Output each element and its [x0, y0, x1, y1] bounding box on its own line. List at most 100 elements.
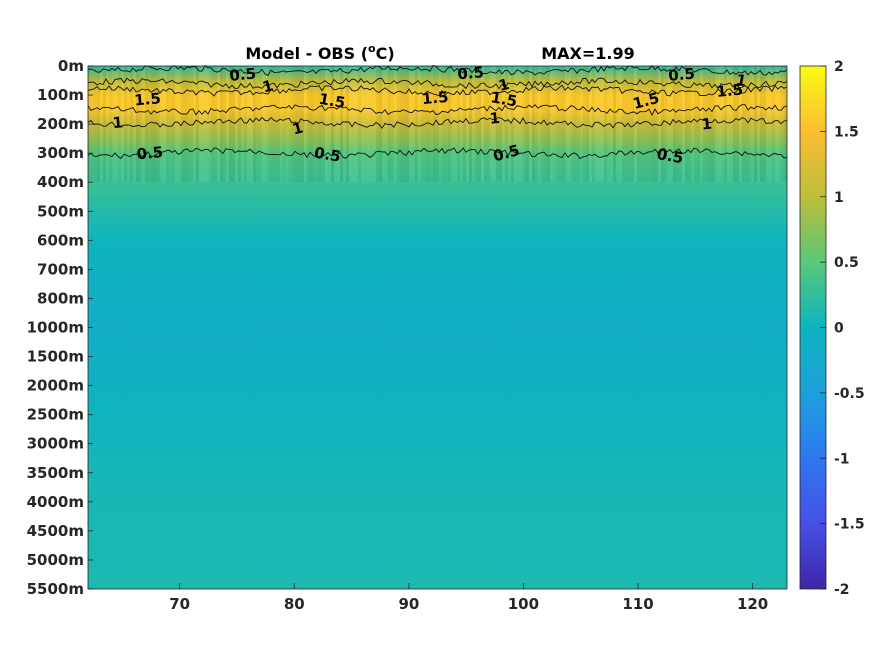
heatmap-column	[325, 66, 328, 183]
colorbar: 2 1.5 1 0.5 0 -0.5 -1 -1.5 -2	[799, 59, 865, 598]
heatmap-column	[730, 66, 733, 183]
heatmap-column	[415, 66, 418, 183]
heatmap-column	[769, 66, 772, 182]
heatmap-column	[331, 66, 334, 183]
y-tick-label: 200m	[37, 115, 84, 133]
colorbar-tick-label: -0.5	[834, 386, 865, 402]
heatmap-column	[235, 66, 238, 183]
heatmap-column	[517, 66, 520, 183]
heatmap-column	[190, 66, 193, 182]
heatmap-column	[661, 66, 664, 183]
heatmap-column	[697, 66, 700, 183]
heatmap-column	[601, 66, 604, 183]
contour-label: 0.5	[655, 145, 684, 167]
heatmap-column	[226, 66, 229, 183]
heatmap-column	[511, 66, 514, 183]
contour-labels: 0.511.5 1.51 10.5 0.50.511.5 1.510.50.5 11.51…	[112, 63, 748, 167]
x-tick-label: 100	[508, 595, 539, 613]
heatmap-column	[448, 66, 451, 183]
contour-label: 1	[112, 113, 124, 132]
heatmap-column	[490, 66, 493, 183]
heatmap-column	[262, 66, 265, 183]
colorbar-tick-label: -1.5	[834, 517, 865, 533]
heatmap-column	[436, 66, 439, 183]
heatmap-column	[139, 66, 142, 182]
contour-label: 1	[290, 118, 305, 138]
heatmap-column	[160, 66, 163, 183]
heatmap-column	[508, 66, 511, 183]
heatmap-column	[736, 66, 739, 183]
contour-label: 1.5	[489, 88, 518, 110]
heatmap-column	[496, 66, 499, 183]
y-tick-label: 5000m	[27, 551, 84, 569]
heatmap-column	[499, 66, 502, 183]
heatmap-column	[184, 66, 187, 183]
heatmap-column	[223, 66, 226, 182]
title-superscript: o	[368, 42, 376, 55]
heatmap-field	[88, 66, 787, 589]
y-tick-label: 1500m	[27, 348, 84, 366]
heatmap-column	[763, 66, 766, 183]
y-axis-ticks: 0m 100m 200m 300m 400m 500m 600m 700m 800m 1000m 1…	[27, 57, 93, 598]
contour-line	[87, 104, 788, 116]
heatmap-column	[652, 66, 655, 183]
heatmap-column	[433, 66, 436, 183]
heatmap-column	[784, 66, 787, 183]
contour-line	[87, 84, 788, 97]
heatmap-column	[355, 66, 358, 183]
contour-line	[87, 147, 788, 160]
x-tick-label: 90	[398, 595, 419, 613]
heatmap-column	[523, 66, 526, 182]
heatmap-column	[103, 66, 106, 183]
heatmap-column	[739, 66, 742, 183]
heatmap-column	[589, 66, 592, 183]
heatmap-column	[115, 66, 118, 183]
heatmap-column	[403, 66, 406, 183]
heatmap-column	[772, 66, 775, 182]
heatmap-column	[256, 66, 259, 182]
y-tick-label: 800m	[37, 289, 84, 307]
heatmap-column	[295, 66, 298, 183]
y-tick-label: 4000m	[27, 493, 84, 511]
heatmap-column	[343, 66, 346, 183]
heatmap-column	[205, 66, 208, 183]
contour-label: 1.5	[317, 90, 346, 112]
heatmap-column	[478, 66, 481, 183]
heatmap-column	[454, 66, 457, 182]
heatmap-column	[604, 66, 607, 182]
x-tick-label: 110	[622, 595, 653, 613]
heatmap-column	[277, 66, 280, 182]
heatmap-column	[766, 66, 769, 183]
heatmap-column	[301, 66, 304, 183]
heatmap-column	[175, 66, 178, 183]
contour-label: 0.5	[229, 65, 257, 85]
heatmap-column	[703, 66, 706, 183]
heatmap-column	[778, 66, 781, 182]
contour-line	[87, 77, 788, 90]
heatmap-column	[664, 66, 667, 182]
colorbar-ticks: 2 1.5 1 0.5 0 -0.5 -1 -1.5 -2	[820, 59, 865, 598]
heatmap-column	[202, 66, 205, 183]
heatmap-column	[250, 66, 253, 183]
heatmap-column	[271, 66, 274, 183]
heatmap-column	[526, 66, 529, 183]
x-axis-ticks: 70 80 90 100 110 120	[169, 583, 768, 613]
heatmap-column	[463, 66, 466, 183]
heatmap-column	[229, 66, 232, 183]
heatmap-column	[757, 66, 760, 182]
y-tick-label: 100m	[37, 86, 84, 104]
colorbar-tick-label: 0	[834, 321, 844, 337]
colorbar-tick-label: 1.5	[834, 124, 859, 140]
heatmap-column	[673, 66, 676, 183]
contour-label: 1	[734, 71, 747, 91]
colorbar-tick-label: -2	[834, 582, 850, 598]
colorbar-tick-label: -1	[834, 451, 850, 467]
heatmap-column	[472, 66, 475, 183]
heatmap-column	[418, 66, 421, 183]
heatmap-column	[211, 66, 214, 182]
heatmap-column	[529, 66, 532, 183]
contour-label: 0.5	[136, 143, 164, 163]
heatmap-column	[670, 66, 673, 183]
heatmap-column	[502, 66, 505, 183]
